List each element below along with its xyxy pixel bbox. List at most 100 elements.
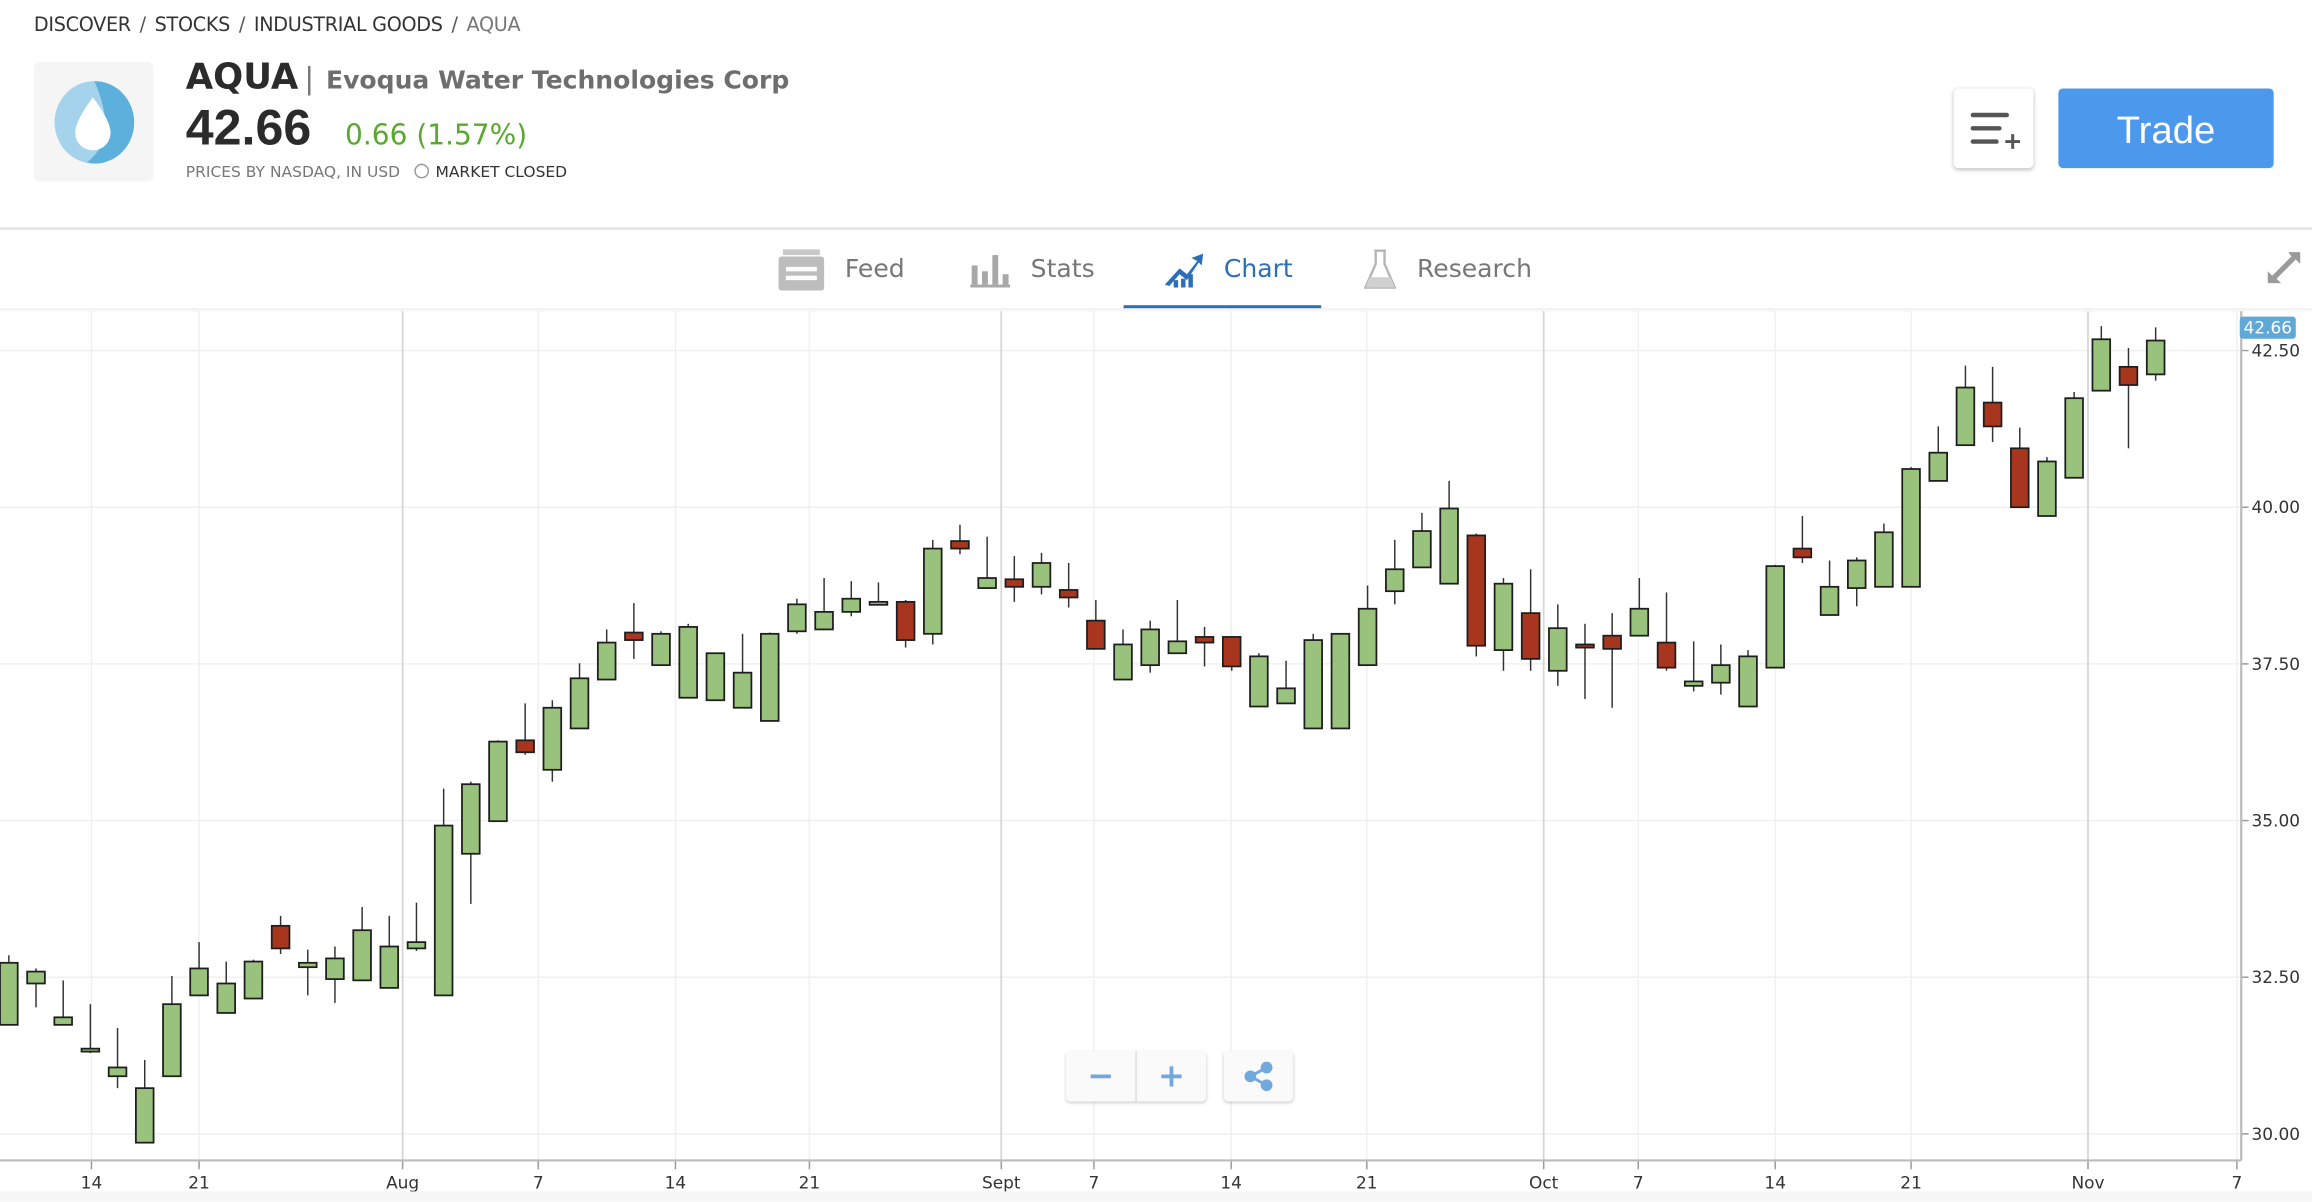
tab-feed[interactable]: Feed: [778, 230, 905, 310]
candle[interactable]: [0, 955, 19, 1026]
candle[interactable]: [1656, 592, 1677, 671]
candle[interactable]: [760, 632, 780, 722]
trade-button[interactable]: Trade: [2058, 88, 2274, 169]
candle[interactable]: [1058, 562, 1079, 608]
candle[interactable]: [325, 946, 345, 1003]
candlestick-chart[interactable]: 30.00 32.50 35.00 37.50 40.00 42.50 14 21 Aug 7 14…: [0, 311, 2312, 1202]
candle[interactable]: [80, 1004, 101, 1054]
candle[interactable]: [1819, 560, 1840, 616]
candle[interactable]: [1629, 578, 1650, 637]
share-button[interactable]: [1223, 1051, 1294, 1102]
candle-body-up: [1303, 639, 1323, 730]
candle[interactable]: [569, 663, 590, 730]
candle[interactable]: [1357, 585, 1378, 667]
candle-body-up: [1357, 607, 1378, 667]
candle[interactable]: [1004, 556, 1025, 602]
candle[interactable]: [814, 578, 834, 631]
candle[interactable]: [705, 652, 726, 702]
candle[interactable]: [270, 915, 291, 955]
candle[interactable]: [1847, 557, 1867, 607]
expand-icon: [2267, 252, 2301, 284]
tab-research[interactable]: Research: [1363, 230, 1532, 310]
candle[interactable]: [1330, 632, 1351, 730]
candle[interactable]: [2037, 457, 2057, 517]
candle[interactable]: [1928, 426, 1948, 482]
candle[interactable]: [2145, 327, 2166, 381]
candle[interactable]: [216, 961, 236, 1014]
candle[interactable]: [841, 581, 861, 617]
candle[interactable]: [26, 968, 46, 1008]
candle[interactable]: [1901, 467, 1921, 588]
candle[interactable]: [977, 536, 997, 589]
zoom-in-button[interactable]: +: [1157, 1057, 1186, 1095]
candle[interactable]: [1439, 480, 1459, 585]
tab-chart[interactable]: Chart: [1164, 230, 1293, 310]
candle[interactable]: [1711, 644, 1731, 695]
candle[interactable]: [651, 631, 671, 667]
candle[interactable]: [1683, 641, 1704, 692]
add-to-watchlist-button[interactable]: [1953, 88, 2034, 169]
candle[interactable]: [1276, 660, 1296, 705]
candle[interactable]: [1167, 599, 1188, 655]
candle[interactable]: [1738, 650, 1758, 708]
zoom-out-button[interactable]: −: [1066, 1051, 1137, 1102]
breadcrumb-stocks[interactable]: STOCKS: [154, 14, 231, 37]
candle[interactable]: [596, 629, 617, 681]
candle[interactable]: [1955, 365, 1976, 447]
candle[interactable]: [1221, 636, 1242, 671]
candle[interactable]: [2010, 427, 2030, 509]
candle[interactable]: [1249, 653, 1269, 708]
candle[interactable]: [1113, 629, 1133, 681]
candle[interactable]: [433, 788, 454, 997]
candle[interactable]: [515, 703, 535, 755]
breadcrumb-discover[interactable]: DISCOVER: [33, 14, 131, 37]
candle[interactable]: [406, 902, 427, 951]
candle[interactable]: [189, 942, 209, 997]
candle[interactable]: [1140, 620, 1160, 673]
candle[interactable]: [298, 949, 318, 996]
candle[interactable]: [134, 1059, 155, 1144]
candle[interactable]: [461, 781, 481, 904]
breadcrumb-industrial-goods[interactable]: INDUSTRIAL GOODS: [253, 14, 443, 37]
candle[interactable]: [488, 740, 508, 823]
candle[interactable]: [1086, 599, 1106, 650]
flask-icon: [1363, 249, 1397, 289]
candle[interactable]: [1031, 552, 1052, 595]
candle[interactable]: [379, 915, 400, 989]
candle[interactable]: [2091, 326, 2112, 392]
candle[interactable]: [2064, 391, 2084, 479]
candle[interactable]: [868, 582, 889, 606]
trend-chart-icon: [1164, 253, 1204, 288]
candle[interactable]: [923, 539, 943, 645]
candle[interactable]: [678, 623, 698, 699]
candle[interactable]: [1493, 578, 1514, 671]
candle[interactable]: [1303, 633, 1323, 730]
candle[interactable]: [1575, 623, 1595, 699]
candle[interactable]: [1874, 523, 1894, 588]
candle[interactable]: [1982, 366, 2003, 443]
candle[interactable]: [1548, 604, 1568, 686]
candle[interactable]: [1765, 564, 1785, 669]
candle[interactable]: [1194, 626, 1215, 667]
candle[interactable]: [1792, 515, 1813, 563]
candle[interactable]: [1602, 613, 1622, 708]
tab-stats[interactable]: Stats: [970, 230, 1095, 310]
candle[interactable]: [2118, 348, 2139, 449]
candle[interactable]: [53, 980, 73, 1026]
candle[interactable]: [1412, 512, 1432, 569]
candle[interactable]: [895, 599, 916, 648]
candle[interactable]: [787, 598, 807, 634]
fullscreen-button[interactable]: [2265, 249, 2303, 287]
candle[interactable]: [1466, 533, 1487, 657]
candle[interactable]: [732, 633, 753, 709]
candle[interactable]: [352, 907, 372, 982]
candle[interactable]: [542, 700, 563, 782]
candle[interactable]: [107, 1027, 128, 1089]
candle[interactable]: [1385, 539, 1405, 605]
candle[interactable]: [950, 524, 970, 555]
candle[interactable]: [624, 603, 644, 659]
list-plus-icon: [1970, 112, 2021, 149]
candle[interactable]: [1520, 569, 1541, 671]
candle[interactable]: [162, 975, 182, 1078]
candle[interactable]: [243, 959, 264, 1000]
